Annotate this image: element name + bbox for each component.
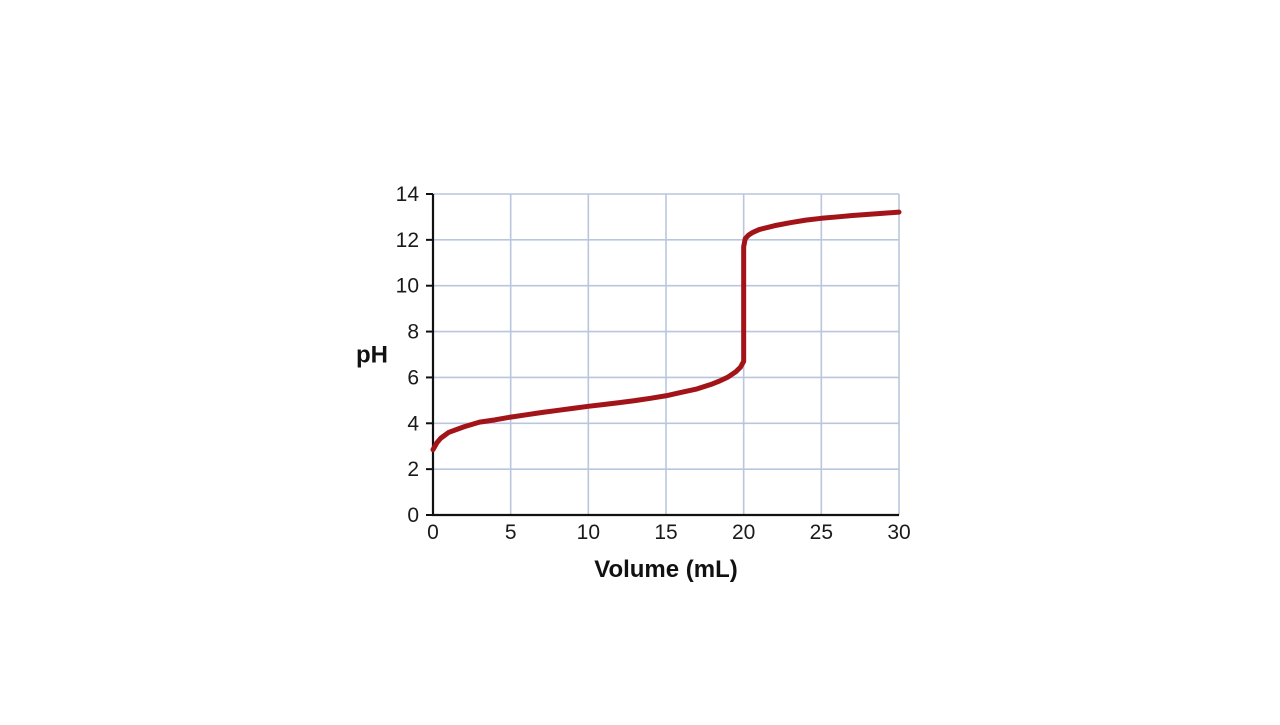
- y-tick-label-0: 0: [407, 504, 419, 527]
- y-tick-label-8: 8: [407, 321, 419, 344]
- series-line-0: [430, 209, 902, 453]
- y-tick-label-14: 14: [396, 183, 420, 206]
- y-tick-label-12: 12: [396, 229, 419, 252]
- y-tick-label-2: 2: [407, 458, 419, 481]
- series: [430, 209, 902, 453]
- axes: [426, 193, 899, 517]
- tick-labels: 0 2 4 6 8 10 12 14 0 5 10 15 20 25 30: [396, 183, 911, 544]
- x-tick-label-15: 15: [654, 521, 677, 544]
- x-tick-label-30: 30: [887, 521, 910, 544]
- x-tick-label-25: 25: [810, 521, 833, 544]
- x-tick-label-0: 0: [427, 521, 439, 544]
- y-tick-label-10: 10: [396, 275, 419, 298]
- y-axis-title: pH: [356, 342, 388, 369]
- y-tick-label-4: 4: [407, 412, 419, 435]
- x-axis-title: Volume (mL): [594, 556, 738, 583]
- x-tick-label-5: 5: [505, 521, 517, 544]
- grid: [433, 193, 900, 515]
- x-tick-label-10: 10: [577, 521, 600, 544]
- y-tick-label-6: 6: [407, 366, 419, 389]
- x-tick-label-20: 20: [732, 521, 755, 544]
